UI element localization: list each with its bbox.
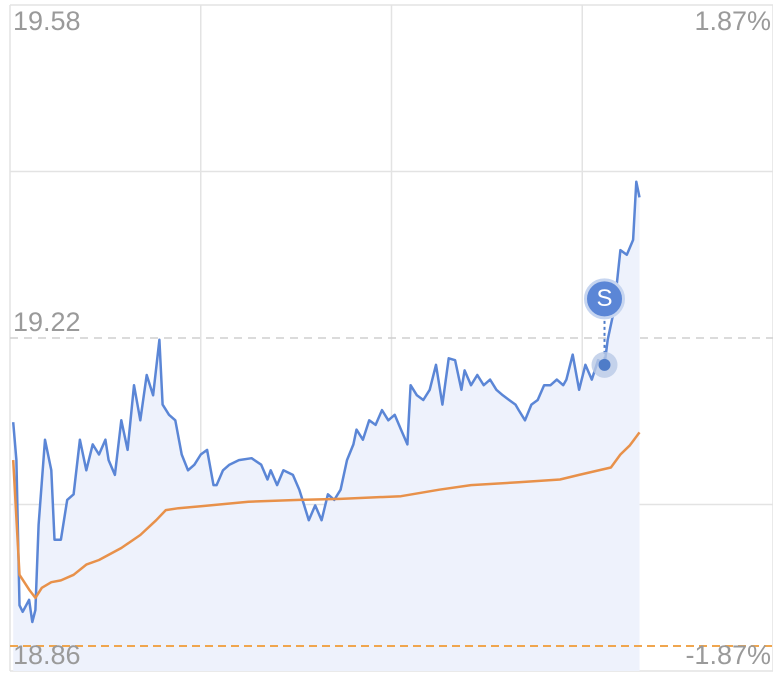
price-line: [11, 180, 641, 624]
y2-tick-label: -1.87%: [685, 640, 771, 670]
y2-tick-label: 1.87%: [694, 6, 771, 36]
y-tick-label: 19.22: [13, 307, 81, 337]
y-tick-label: 18.86: [13, 640, 81, 670]
y-tick-label: 19.58: [13, 6, 81, 36]
marker-point: [598, 358, 611, 371]
price-area: [13, 181, 640, 671]
marker-label: S: [596, 285, 612, 312]
average-line: [11, 431, 641, 600]
marker-bubble: [584, 278, 626, 320]
